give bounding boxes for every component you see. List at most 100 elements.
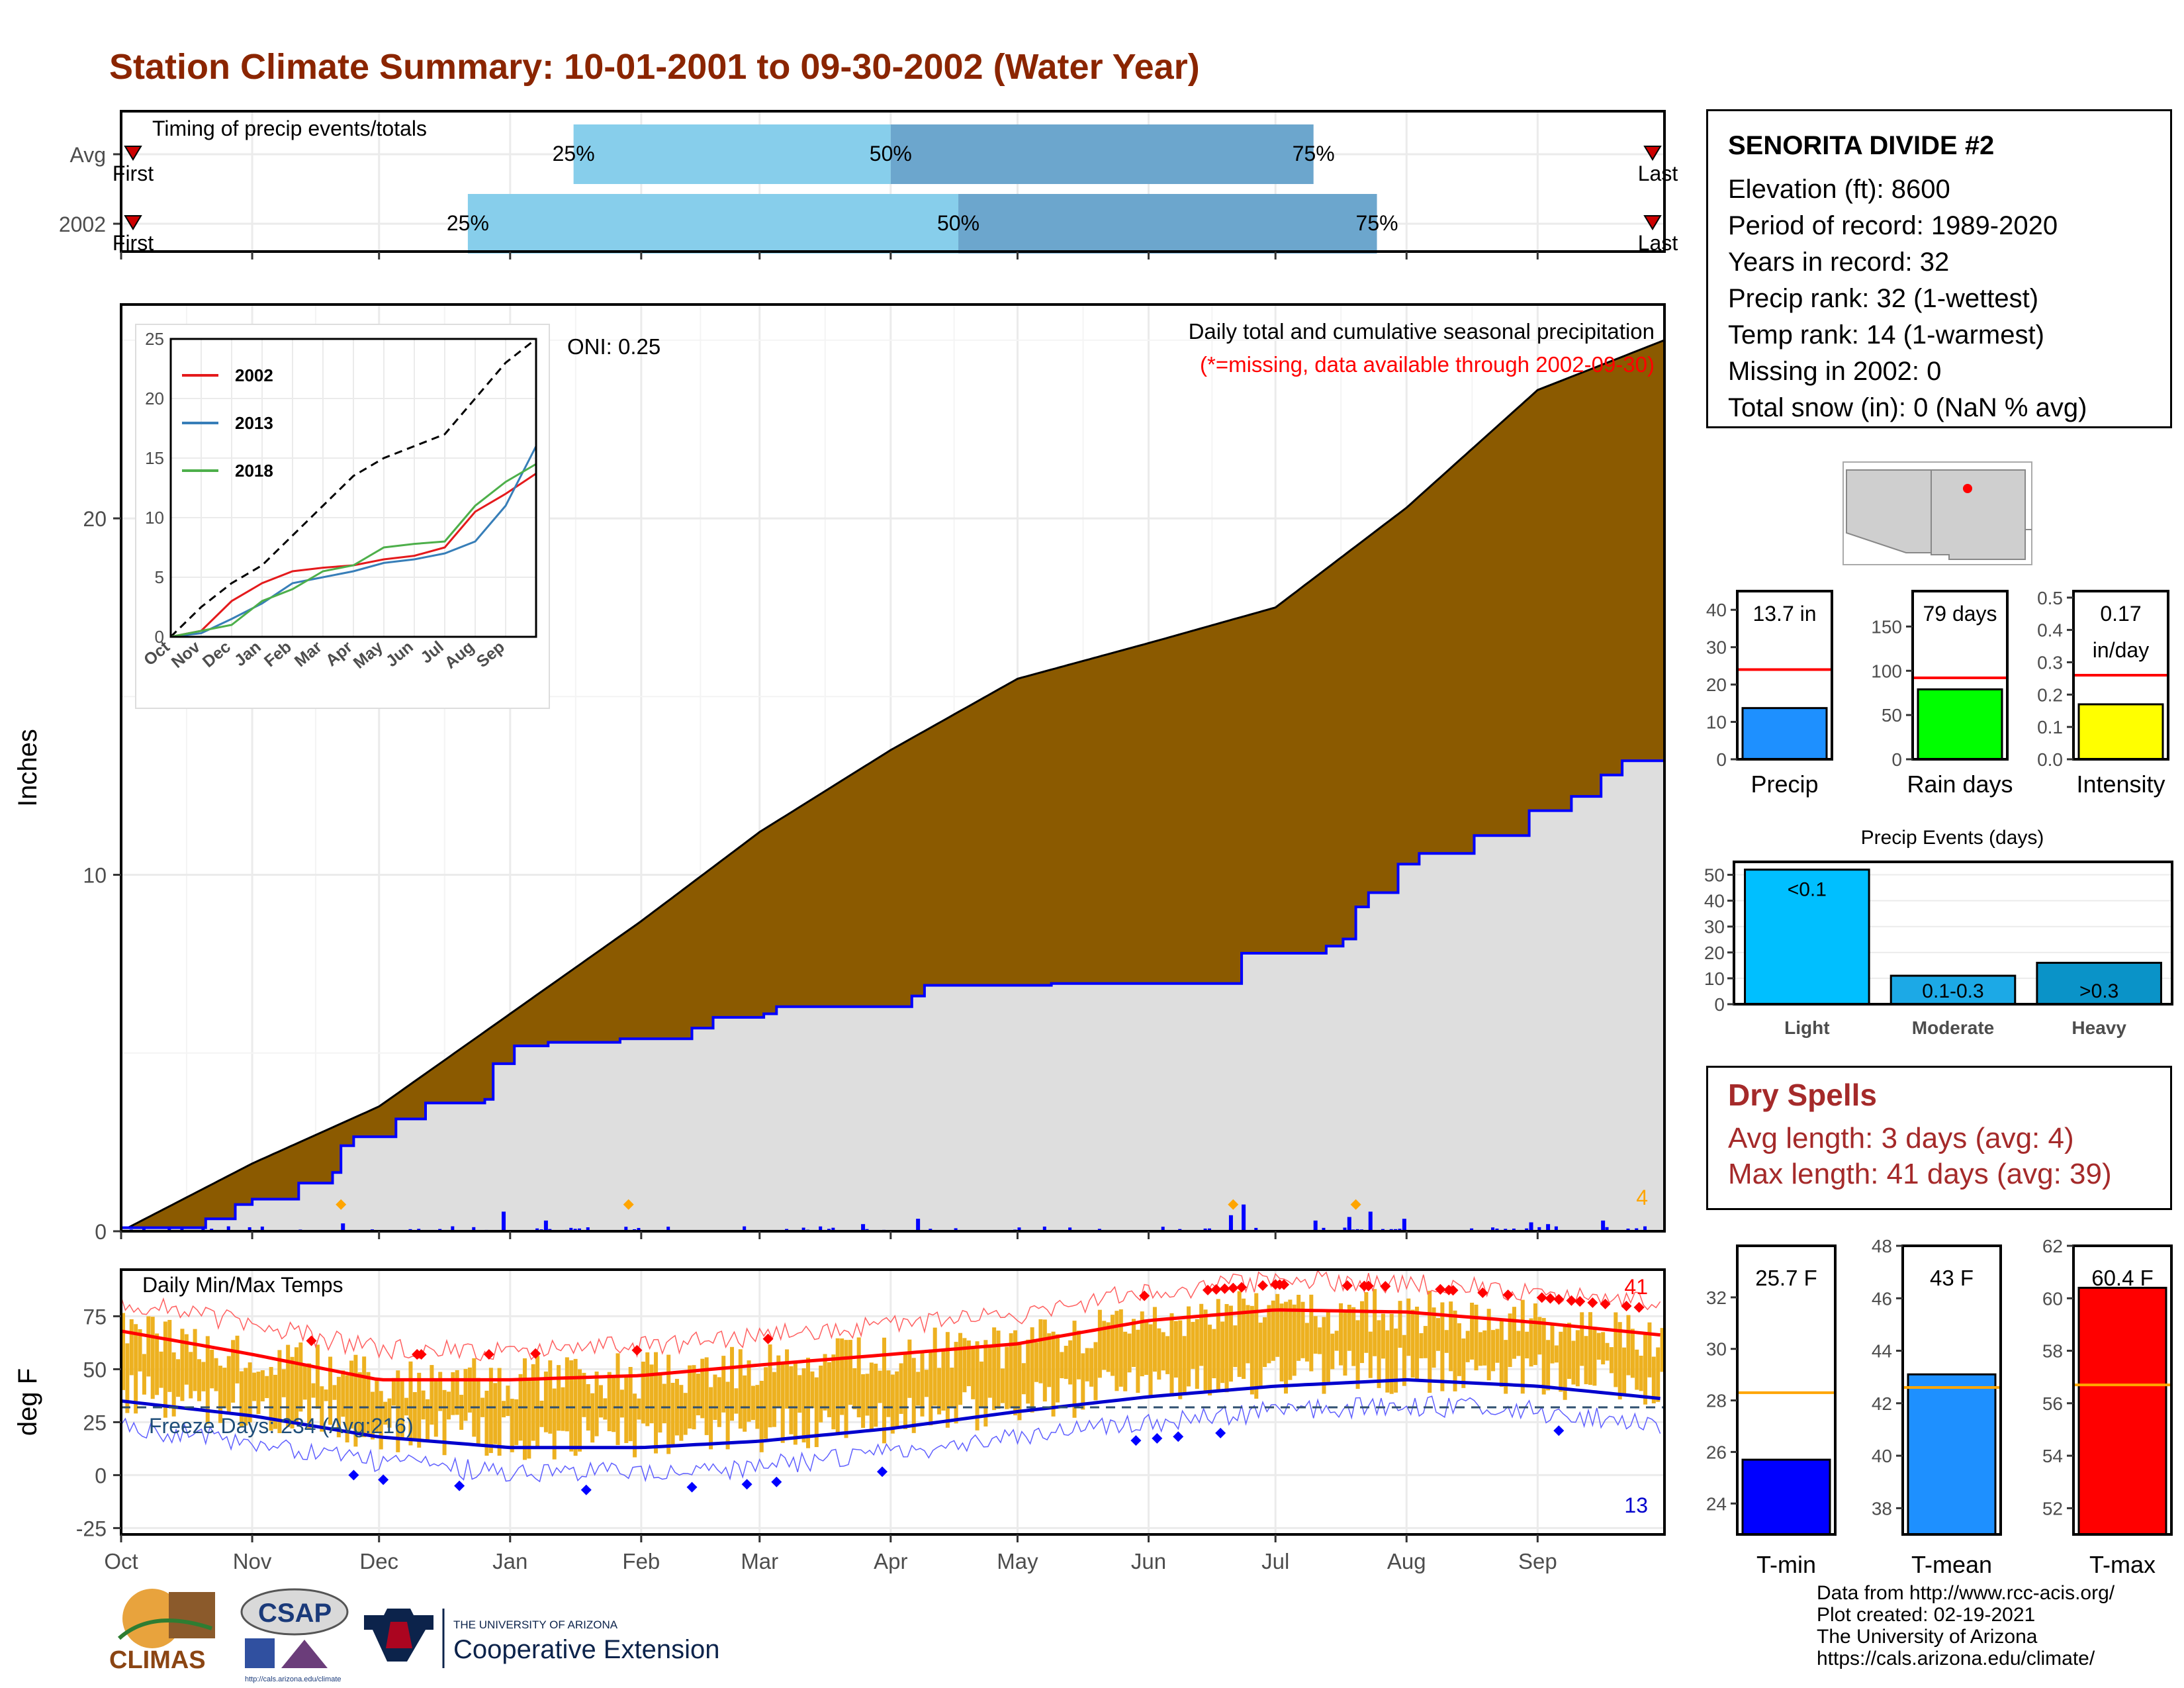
temp-daily-bar (1410, 1309, 1415, 1378)
temp-daily-bar (649, 1364, 654, 1424)
temp-daily-bar (552, 1388, 557, 1460)
cum-daily-bar (586, 1227, 590, 1231)
temp-daily-bar (167, 1319, 172, 1392)
temp-daily-bar (1614, 1312, 1618, 1387)
dry-spells-max: Max length: 41 days (avg: 39) (1728, 1158, 2112, 1190)
temp-daily-bar (785, 1349, 790, 1409)
tbar-y-tick-label: 56 (2042, 1393, 2063, 1414)
temp-record-low-marker (454, 1480, 465, 1491)
temp-record-low-marker (686, 1481, 698, 1493)
temp-ylabel: deg F (13, 1368, 42, 1436)
temp-daily-bar (1131, 1319, 1136, 1368)
temp-daily-bar (387, 1398, 392, 1428)
station-missing: Missing in 2002: 0 (1728, 357, 1942, 386)
summary-value-unit-2: in/day (2093, 638, 2149, 662)
temp-daily-bar (1161, 1332, 1165, 1371)
ua-extension-logo: THE UNIVERSITY OF ARIZONA Cooperative Ex… (361, 1602, 745, 1675)
temp-daily-bar (455, 1370, 459, 1415)
events-bar-label: >0.3 (2079, 980, 2118, 1002)
tbar-value-label-1: 43 F (1930, 1266, 1974, 1290)
location-map (1843, 461, 2032, 565)
temp-record-high-marker (1447, 1285, 1459, 1296)
temp-daily-bar (260, 1370, 265, 1402)
temp-daily-bar (1271, 1300, 1275, 1361)
temp-daily-bar (426, 1399, 430, 1440)
temp-record-high-marker (1342, 1280, 1353, 1291)
temp-daily-bar (645, 1352, 650, 1427)
temp-daily-bar (1525, 1331, 1529, 1359)
temp-x-tick-label: Oct (104, 1549, 138, 1573)
temp-daily-bar (831, 1354, 836, 1430)
tbar-name-2: T-max (2089, 1551, 2156, 1578)
temp-daily-bar (1334, 1331, 1339, 1351)
cum-daily-bar (502, 1211, 506, 1231)
temp-daily-bar (1656, 1347, 1661, 1402)
temp-daily-bar (1081, 1353, 1085, 1410)
temp-daily-bar (966, 1340, 971, 1387)
temp-daily-bar (535, 1356, 540, 1449)
temp-daily-bar (332, 1385, 337, 1400)
cum-daily-bar (1495, 1228, 1499, 1231)
summary-name-0: Precip (1751, 771, 1818, 798)
temp-daily-bar (1482, 1330, 1487, 1366)
temp-record-high-marker (1278, 1279, 1289, 1290)
temp-daily-bar (1060, 1352, 1064, 1379)
summary-value-label-0: 13.7 in (1752, 602, 1816, 626)
temp-daily-bar (1563, 1324, 1567, 1400)
temp-daily-bar (226, 1356, 231, 1414)
temp-record-high-marker (1270, 1279, 1281, 1290)
temp-daily-bar (362, 1356, 367, 1438)
temp-daily-bar (1111, 1315, 1115, 1376)
temp-tmin-count: 13 (1624, 1493, 1648, 1517)
temp-daily-bar (1588, 1312, 1592, 1385)
cum-y-tick-label: 20 (83, 507, 107, 531)
temp-daily-bar (987, 1346, 992, 1398)
cum-daily-bar (666, 1227, 670, 1231)
temp-daily-bar (907, 1339, 912, 1398)
events-y-tick-label: 10 (1704, 968, 1725, 989)
temp-x-tick-label: Apr (874, 1549, 907, 1573)
temp-record-high-marker (1236, 1282, 1248, 1293)
temp-daily-bar (1474, 1304, 1479, 1371)
tbar-y-tick-label: 28 (1706, 1391, 1727, 1411)
temp-x-tick-label: Jul (1261, 1549, 1289, 1573)
temp-daily-bar (480, 1397, 485, 1417)
page-title: Station Climate Summary: 10-01-2001 to 0… (109, 47, 1200, 87)
temp-daily-bar (1533, 1303, 1537, 1366)
temp-daily-bar (134, 1324, 138, 1414)
temp-daily-bar (561, 1387, 565, 1431)
temp-x-tick-label: Jan (492, 1549, 527, 1573)
temp-daily-bar (1609, 1347, 1614, 1374)
temp-daily-bar (1415, 1306, 1420, 1381)
cum-daily-bar (226, 1226, 230, 1231)
summary-y-tick-label: 0.2 (2037, 684, 2063, 705)
temp-daily-bar (1626, 1315, 1631, 1376)
summary-bar-2 (2077, 703, 2164, 761)
temp-daily-bar (1207, 1325, 1212, 1395)
cum-daily-bar (1529, 1222, 1533, 1231)
temp-daily-bar (679, 1385, 684, 1441)
summary-y-tick-label: 0.0 (2037, 749, 2063, 770)
temp-daily-bar (975, 1341, 979, 1430)
temp-daily-bar (1237, 1291, 1242, 1378)
temp-daily-bar (806, 1358, 811, 1448)
temp-daily-bar (945, 1332, 950, 1428)
tbar-bar-0 (1741, 1458, 1831, 1536)
tbar-y-tick-label: 30 (1706, 1339, 1727, 1360)
temp-x-tick-label: Nov (233, 1549, 272, 1573)
temp-daily-bar (1355, 1320, 1360, 1389)
temp-daily-bar (1373, 1289, 1377, 1356)
temp-daily-bar (696, 1374, 700, 1416)
temp-daily-bar (1541, 1318, 1546, 1395)
temp-daily-bar (1085, 1348, 1089, 1382)
temp-daily-bar (869, 1362, 874, 1430)
temp-daily-bar (1136, 1329, 1140, 1393)
timing-row-label: 2002 (59, 212, 106, 236)
temp-daily-bar (704, 1357, 709, 1435)
temperature-bar-charts: 24 26 28 30 32 25.7 F T-min 38 40 42 44 46 48 43 F T-m… (1706, 1236, 2173, 1578)
temp-daily-bar (840, 1338, 844, 1415)
temp-daily-bar (979, 1361, 983, 1408)
cum-missing-marker (336, 1199, 347, 1210)
temp-record-low-marker (771, 1476, 782, 1487)
temp-daily-bar (302, 1365, 307, 1400)
